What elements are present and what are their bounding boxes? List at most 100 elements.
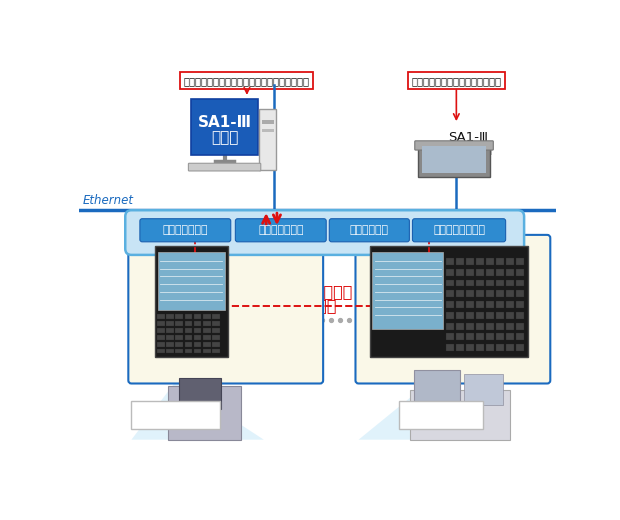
Bar xyxy=(157,328,164,333)
Bar xyxy=(157,252,224,309)
Bar xyxy=(194,321,202,326)
Bar xyxy=(516,344,525,351)
FancyBboxPatch shape xyxy=(418,141,490,177)
Bar xyxy=(194,335,202,340)
Bar xyxy=(476,333,484,341)
Text: 接続可能: 接続可能 xyxy=(298,298,337,313)
Bar xyxy=(496,344,505,351)
Bar xyxy=(486,312,494,319)
Bar xyxy=(456,322,464,330)
Bar xyxy=(203,335,211,340)
FancyBboxPatch shape xyxy=(415,141,494,150)
Bar xyxy=(414,370,460,401)
FancyBboxPatch shape xyxy=(192,99,258,155)
Bar xyxy=(157,335,164,340)
Bar xyxy=(506,269,515,276)
FancyBboxPatch shape xyxy=(236,219,326,242)
Bar xyxy=(446,301,454,308)
Bar xyxy=(157,314,164,319)
Bar xyxy=(456,301,464,308)
Bar xyxy=(486,344,494,351)
Bar xyxy=(170,214,445,306)
Bar xyxy=(506,322,515,330)
Bar xyxy=(131,401,220,429)
Bar xyxy=(262,120,274,124)
Bar xyxy=(175,335,183,340)
Bar xyxy=(516,258,525,265)
Bar xyxy=(476,280,484,287)
FancyBboxPatch shape xyxy=(140,219,231,242)
Bar xyxy=(496,301,505,308)
Bar xyxy=(446,280,454,287)
Polygon shape xyxy=(358,382,510,440)
Bar xyxy=(486,269,494,276)
FancyBboxPatch shape xyxy=(329,219,409,242)
Bar xyxy=(166,349,174,354)
Text: 工作機械: 工作機械 xyxy=(428,406,454,415)
Bar xyxy=(516,290,525,297)
Bar xyxy=(166,342,174,346)
Bar xyxy=(175,314,183,319)
Bar xyxy=(203,342,211,346)
Bar xyxy=(516,312,525,319)
Bar xyxy=(456,290,464,297)
Text: 製造実績データ: 製造実績データ xyxy=(162,225,208,235)
Bar xyxy=(496,280,505,287)
FancyBboxPatch shape xyxy=(412,219,506,242)
Bar xyxy=(212,328,220,333)
Bar xyxy=(203,314,211,319)
Bar xyxy=(464,374,503,405)
Bar xyxy=(506,258,515,265)
Bar xyxy=(179,378,221,409)
Bar xyxy=(446,312,454,319)
Bar xyxy=(516,280,525,287)
Bar xyxy=(466,280,474,287)
Bar xyxy=(456,258,464,265)
Bar xyxy=(476,312,484,319)
Text: (三菱CNC) M800シリーズ: (三菱CNC) M800シリーズ xyxy=(169,368,282,381)
Bar xyxy=(194,349,202,354)
Bar xyxy=(194,342,202,346)
Bar xyxy=(496,312,505,319)
Bar xyxy=(496,290,505,297)
Bar xyxy=(506,301,515,308)
Bar xyxy=(506,333,515,341)
Bar xyxy=(212,321,220,326)
Text: 三菱数値制御装置: 三菱数値制御装置 xyxy=(198,357,254,370)
Bar xyxy=(456,312,464,319)
Bar xyxy=(466,322,474,330)
Bar xyxy=(185,349,192,354)
Bar xyxy=(185,335,192,340)
Bar xyxy=(496,269,505,276)
Text: 品質・検査データ: 品質・検査データ xyxy=(433,225,485,235)
Text: 工作機械や生産設備のデータを収集・統括管理: 工作機械や生産設備のデータを収集・統括管理 xyxy=(184,76,310,86)
Text: 三菱数値制御装置: 三菱数値制御装置 xyxy=(425,357,481,370)
Bar xyxy=(166,328,174,333)
Bar xyxy=(166,321,174,326)
Bar xyxy=(446,269,454,276)
Bar xyxy=(212,314,220,319)
Bar xyxy=(446,258,454,265)
Bar xyxy=(476,258,484,265)
Bar xyxy=(476,301,484,308)
FancyBboxPatch shape xyxy=(188,163,261,171)
Bar xyxy=(456,333,464,341)
Bar xyxy=(157,321,164,326)
Bar xyxy=(203,328,211,333)
Bar xyxy=(516,333,525,341)
Bar xyxy=(506,290,515,297)
Bar xyxy=(476,290,484,297)
Bar xyxy=(456,269,464,276)
Bar xyxy=(399,401,484,429)
Text: 設備ステータス: 設備ステータス xyxy=(258,225,304,235)
Bar xyxy=(456,344,464,351)
Bar xyxy=(466,333,474,341)
Text: SA1-Ⅲ: SA1-Ⅲ xyxy=(448,131,488,144)
Bar xyxy=(516,301,525,308)
Bar xyxy=(212,335,220,340)
Bar xyxy=(476,269,484,276)
Text: (マシニングセンタ): (マシニングセンタ) xyxy=(145,416,206,426)
FancyBboxPatch shape xyxy=(128,235,323,383)
Text: クライアント: クライアント xyxy=(444,143,492,156)
Bar xyxy=(370,245,528,357)
